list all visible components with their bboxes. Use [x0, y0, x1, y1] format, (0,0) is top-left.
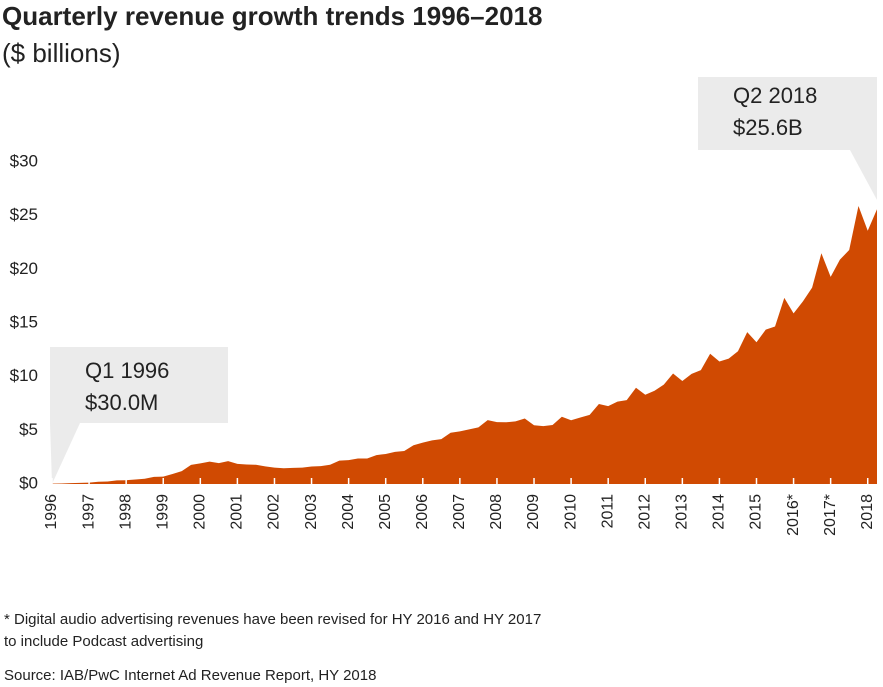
x-tick-label: 2018 — [859, 494, 876, 530]
x-tick-label: 2013 — [674, 494, 691, 530]
x-tick-label: 1998 — [117, 494, 134, 530]
x-tick-label: 2005 — [377, 494, 394, 530]
x-tick-label: 1997 — [80, 494, 97, 530]
x-tick-label: 2017* — [822, 494, 839, 536]
x-tick-label: 2012 — [636, 494, 653, 530]
callout-box — [698, 77, 877, 150]
x-tick-label: 2010 — [562, 494, 579, 530]
y-tick-label: $0 — [19, 473, 38, 492]
x-tick-label: 2007 — [451, 494, 468, 530]
x-tick-label: 1999 — [154, 494, 171, 530]
y-tick-label: $10 — [10, 366, 38, 385]
y-tick-label: $20 — [10, 259, 38, 278]
chart-subtitle: ($ billions) — [2, 38, 121, 68]
x-tick-label: 2008 — [488, 494, 505, 530]
annotation: $30.0M — [85, 390, 158, 415]
callout-box — [50, 347, 228, 423]
footnote: to include Podcast advertising — [4, 633, 203, 650]
y-tick-label: $25 — [10, 205, 38, 224]
x-tick-label: 2014 — [711, 494, 728, 530]
x-tick-label: 1996 — [43, 494, 60, 530]
x-tick-label: 2015 — [748, 494, 765, 530]
x-tick-label: 2000 — [192, 494, 209, 530]
x-tick-label: 2003 — [303, 494, 320, 530]
x-tick-label: 2004 — [340, 494, 357, 530]
y-tick-label: $5 — [19, 420, 38, 439]
annotation: $25.6B — [733, 115, 803, 140]
x-tick-label: 2002 — [266, 494, 283, 530]
callout-pointer — [850, 150, 877, 200]
x-tick-label: 2006 — [414, 494, 431, 530]
area — [52, 206, 877, 485]
footnote: * Digital audio advertising revenues hav… — [4, 611, 541, 628]
chart-title: Quarterly revenue growth trends 1996–201… — [2, 1, 542, 31]
source: Source: IAB/PwC Internet Ad Revenue Repo… — [4, 667, 376, 684]
callout-pointer — [50, 423, 80, 484]
y-tick-label: $15 — [10, 312, 38, 331]
annotation: Q2 2018 — [733, 83, 817, 108]
x-tick-label: 2001 — [229, 494, 246, 530]
x-tick-label: 2011 — [599, 494, 616, 529]
x-tick-label: 2009 — [525, 494, 542, 530]
x-tick-label: 2016* — [785, 494, 802, 536]
y-tick-label: $30 — [10, 151, 38, 170]
annotation: Q1 1996 — [85, 358, 169, 383]
